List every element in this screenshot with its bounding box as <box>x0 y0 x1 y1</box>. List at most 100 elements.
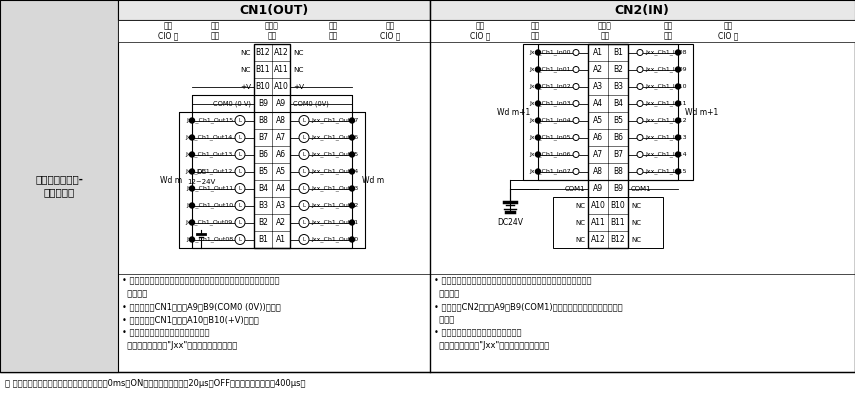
Circle shape <box>675 50 681 55</box>
Text: L: L <box>303 220 305 225</box>
Text: Jxx_Ch1_In05: Jxx_Ch1_In05 <box>529 135 571 140</box>
Bar <box>538 44 678 180</box>
Circle shape <box>350 203 355 208</box>
Text: CN2(IN): CN2(IN) <box>615 4 669 17</box>
Text: L: L <box>303 118 305 123</box>
Text: Jxx_Ch1_Out01: Jxx_Ch1_Out01 <box>311 220 358 225</box>
Circle shape <box>299 132 309 143</box>
Circle shape <box>535 50 540 55</box>
Circle shape <box>535 67 540 72</box>
Circle shape <box>675 101 681 106</box>
Circle shape <box>573 67 579 72</box>
Circle shape <box>535 84 540 89</box>
Circle shape <box>535 101 540 106</box>
Text: A9: A9 <box>276 99 286 108</box>
Text: B8: B8 <box>258 116 268 125</box>
Text: 作错误。: 作错误。 <box>122 289 147 298</box>
Text: COM0 (0V): COM0 (0V) <box>293 100 329 107</box>
Bar <box>553 197 663 248</box>
Circle shape <box>299 115 309 126</box>
Text: A8: A8 <box>276 116 286 125</box>
Text: A7: A7 <box>593 150 603 159</box>
Text: A8: A8 <box>593 167 603 176</box>
Text: B9: B9 <box>258 99 268 108</box>
Text: Jxx_Ch1_In02: Jxx_Ch1_In02 <box>529 84 571 89</box>
Text: 设备变量图: 设备变量图 <box>44 187 74 197</box>
Circle shape <box>299 184 309 193</box>
Text: A9: A9 <box>593 184 603 193</box>
Text: CN1(OUT): CN1(OUT) <box>239 4 309 17</box>
Text: 作错误。: 作错误。 <box>434 289 459 298</box>
Circle shape <box>535 118 540 123</box>
Bar <box>0 0 118 372</box>
Text: A7: A7 <box>276 133 286 142</box>
Text: NC: NC <box>631 203 641 208</box>
Text: Jxx_Ch1_Out14: Jxx_Ch1_Out14 <box>186 135 233 140</box>
Text: Jxx_Ch1_Out07: Jxx_Ch1_Out07 <box>311 118 358 123</box>
Text: 分配
CIO 字: 分配 CIO 字 <box>380 21 400 41</box>
Text: +V: +V <box>293 84 304 89</box>
Text: A6: A6 <box>276 150 286 159</box>
Text: 12~24V: 12~24V <box>187 179 215 185</box>
Text: A3: A3 <box>593 82 603 91</box>
Text: +V: +V <box>240 84 251 89</box>
Text: COM1: COM1 <box>564 186 585 191</box>
Text: B3: B3 <box>258 201 268 210</box>
Text: B1: B1 <box>613 48 623 57</box>
Circle shape <box>235 132 245 143</box>
Text: Jxx_Ch1_In00: Jxx_Ch1_In00 <box>529 50 571 55</box>
Text: DC24V: DC24V <box>497 218 523 227</box>
Text: • 端子的信号名称是设备的变量名称。: • 端子的信号名称是设备的变量名称。 <box>122 328 209 337</box>
Text: L: L <box>303 186 305 191</box>
Text: COM0 (0 V): COM0 (0 V) <box>213 100 251 107</box>
Text: Jxx_Ch1_In08: Jxx_Ch1_In08 <box>645 50 687 55</box>
Text: A2: A2 <box>276 218 286 227</box>
Bar <box>523 44 693 180</box>
Text: Wd m+1: Wd m+1 <box>498 108 531 117</box>
Text: Jxx_Ch1_In09: Jxx_Ch1_In09 <box>645 67 687 72</box>
Text: A10: A10 <box>591 201 605 210</box>
Text: L: L <box>239 152 241 157</box>
Text: L: L <box>303 135 305 140</box>
Text: 连接器
针脚: 连接器 针脚 <box>265 21 279 41</box>
Text: B9: B9 <box>613 184 623 193</box>
Bar <box>118 20 430 42</box>
Text: L: L <box>303 169 305 174</box>
Text: Jxx_Ch1_In13: Jxx_Ch1_In13 <box>645 135 687 140</box>
Circle shape <box>350 135 355 140</box>
Circle shape <box>190 203 194 208</box>
Circle shape <box>637 84 643 89</box>
Text: Jxx_Ch1_In01: Jxx_Ch1_In01 <box>529 67 571 72</box>
Text: A1: A1 <box>276 235 286 244</box>
Text: B12: B12 <box>256 48 270 57</box>
Circle shape <box>190 220 194 225</box>
Circle shape <box>235 201 245 210</box>
Text: B7: B7 <box>258 133 268 142</box>
Text: B12: B12 <box>610 235 625 244</box>
Text: Jxx_Ch1_Out03: Jxx_Ch1_Out03 <box>311 186 358 191</box>
Text: NC: NC <box>575 236 585 242</box>
Text: NC: NC <box>293 50 304 56</box>
Text: A5: A5 <box>276 167 286 176</box>
Text: A11: A11 <box>274 65 288 74</box>
Circle shape <box>637 100 643 106</box>
Text: 分配
CIO 字: 分配 CIO 字 <box>158 21 178 41</box>
Bar <box>588 44 628 248</box>
Text: L: L <box>303 203 305 208</box>
Text: NC: NC <box>575 203 585 208</box>
Circle shape <box>299 234 309 245</box>
Text: NC: NC <box>631 236 641 242</box>
Text: L: L <box>239 169 241 174</box>
Text: NC: NC <box>240 50 251 56</box>
Text: L: L <box>239 118 241 123</box>
Circle shape <box>235 115 245 126</box>
Text: ＊ 由于内部元件延迟，即使将响应时间设定为0ms，ON响应时间的最大值为20μs，OFF响应时间的最大值为400μs。: ＊ 由于内部元件延迟，即使将响应时间设定为0ms，ON响应时间的最大值为20μs… <box>5 379 305 388</box>
Circle shape <box>190 169 194 174</box>
Circle shape <box>675 135 681 140</box>
Bar <box>118 0 430 20</box>
Text: L: L <box>303 237 305 242</box>
Text: B10: B10 <box>256 82 270 91</box>
Text: Jxx_Ch1_In15: Jxx_Ch1_In15 <box>645 169 687 174</box>
Text: B11: B11 <box>256 65 270 74</box>
Text: 信号
名称: 信号 名称 <box>663 21 673 41</box>
